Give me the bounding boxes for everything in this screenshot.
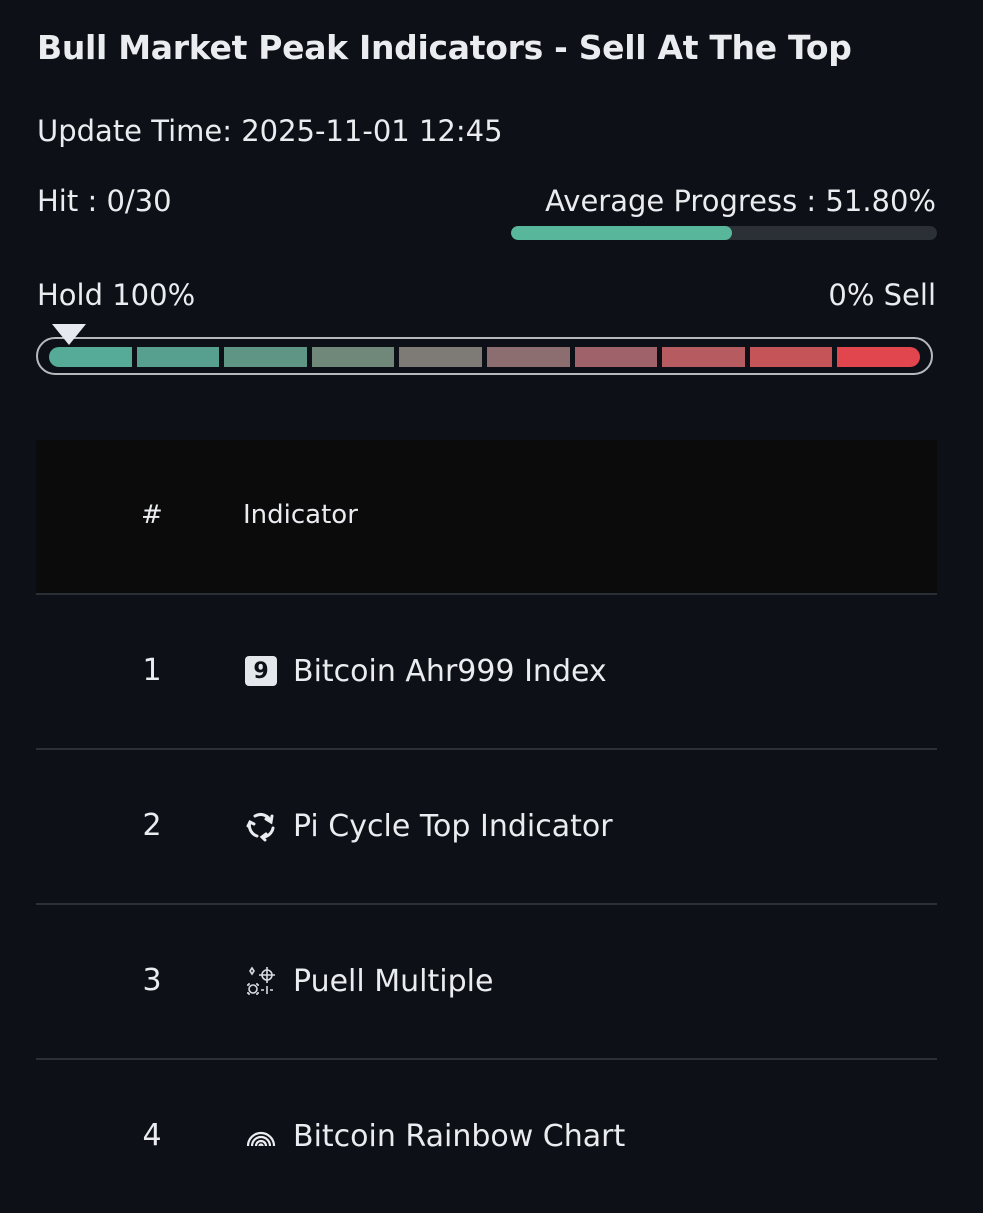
- scale-segment-9: [749, 347, 833, 367]
- average-progress-fill: [511, 226, 732, 240]
- indicator-name[interactable]: Puell Multiple: [293, 963, 494, 999]
- scale-marker-icon: [51, 324, 86, 345]
- indicators-table: # Indicator 1 9 Bitcoin Ahr999 Index 2 Pi…: [36, 440, 937, 1213]
- scale-segment-10: [837, 347, 920, 367]
- table-row[interactable]: 2 Pi Cycle Top Indicator: [36, 750, 937, 905]
- sell-label: 0% Sell: [828, 278, 936, 312]
- indicator-name[interactable]: Bitcoin Ahr999 Index: [293, 653, 607, 689]
- header-num: #: [141, 500, 163, 530]
- row-number: 1: [142, 653, 162, 688]
- scale-segment-7: [574, 347, 658, 367]
- row-number: 3: [142, 963, 162, 998]
- scale-segment-8: [662, 347, 745, 367]
- indicator-name[interactable]: Pi Cycle Top Indicator: [293, 808, 613, 844]
- number-9-badge-icon: 9: [243, 653, 279, 689]
- row-number: 2: [142, 808, 162, 843]
- average-progress-label: Average Progress : 51.80%: [545, 184, 936, 218]
- table-row[interactable]: 4 Bitcoin Rainbow Chart: [36, 1060, 937, 1213]
- scale-segment-6: [486, 347, 570, 367]
- table-row[interactable]: 1 9 Bitcoin Ahr999 Index: [36, 595, 937, 750]
- row-number: 4: [142, 1118, 162, 1153]
- scale-segment-3: [224, 347, 307, 367]
- crosshair-targets-icon: [243, 963, 279, 999]
- scale-segment-1: [49, 347, 132, 367]
- table-row[interactable]: 3 Puell Multiple: [36, 905, 937, 1060]
- update-time: Update Time: 2025-11-01 12:45: [37, 114, 503, 148]
- page-title: Bull Market Peak Indicators - Sell At Th…: [37, 28, 852, 67]
- scale-segment-2: [136, 347, 220, 367]
- rainbow-icon: [243, 1118, 279, 1154]
- hold-sell-scale: [36, 337, 933, 375]
- cycle-arrows-icon: [243, 808, 279, 844]
- scale-segment-5: [399, 347, 482, 367]
- table-header: # Indicator: [36, 440, 937, 595]
- indicator-name[interactable]: Bitcoin Rainbow Chart: [293, 1118, 626, 1154]
- hit-count: Hit : 0/30: [37, 184, 172, 218]
- average-progress-bar: [511, 226, 937, 240]
- scale-segment-4: [311, 347, 395, 367]
- hold-label: Hold 100%: [37, 278, 196, 312]
- header-indicator: Indicator: [243, 500, 358, 530]
